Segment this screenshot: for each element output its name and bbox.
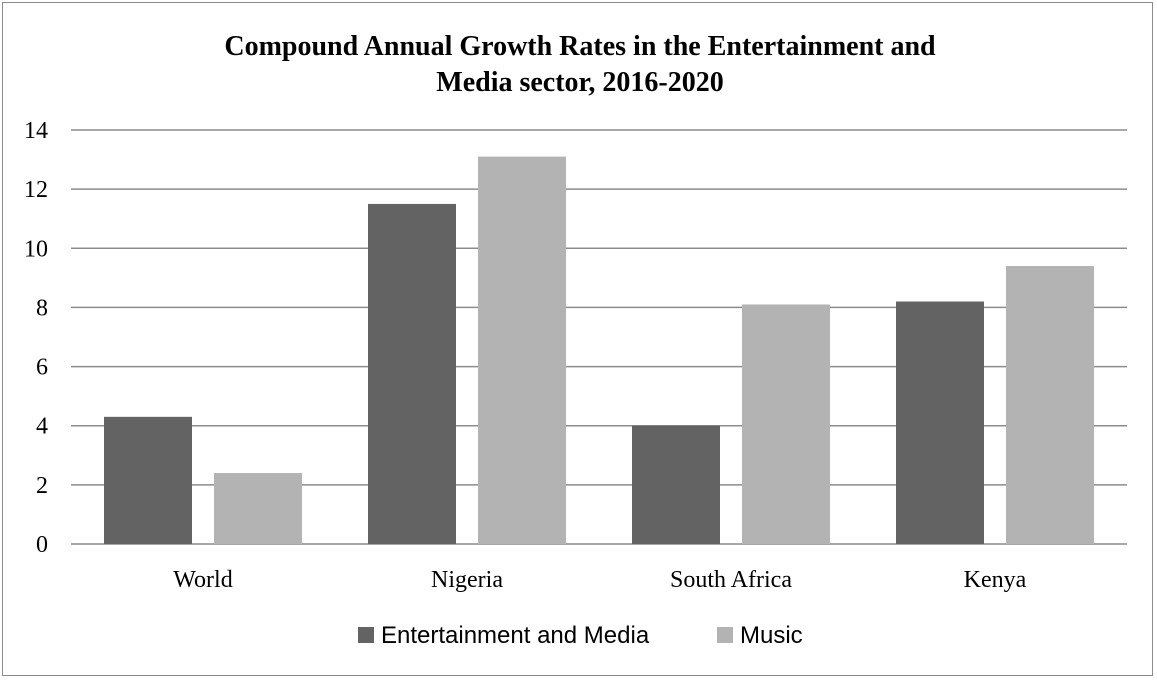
category-label: South Africa: [670, 567, 792, 593]
legend-label: Music: [740, 622, 803, 649]
y-tick-label: 4: [36, 414, 48, 440]
legend-label: Entertainment and Media: [381, 622, 650, 649]
bar-entertainment-and-media: [104, 416, 192, 544]
legend: Entertainment and Media Music: [358, 622, 803, 649]
bar-entertainment-and-media: [368, 203, 456, 544]
chart-title-line-2: Media sector, 2016-2020: [436, 67, 723, 98]
y-tick-label: 10: [24, 236, 48, 262]
bar-music: [742, 304, 830, 544]
bar-entertainment-and-media: [896, 301, 984, 544]
y-tick-label: 14: [24, 118, 48, 144]
y-tick-label: 8: [36, 295, 48, 321]
bar-music: [214, 473, 302, 544]
y-tick-label: 12: [24, 177, 48, 203]
bar-chart: Compound Annual Growth Rates in the Ente…: [24, 31, 1127, 649]
bar-music: [1006, 266, 1094, 544]
category-label: World: [173, 567, 232, 593]
chart-title-line-1: Compound Annual Growth Rates in the Ente…: [224, 31, 936, 62]
y-tick-label: 2: [36, 473, 48, 499]
legend-swatch: [358, 627, 374, 643]
category-label: Nigeria: [431, 567, 503, 593]
bars: [104, 156, 1094, 544]
x-axis-labels: World Nigeria South Africa Kenya: [173, 567, 1026, 593]
y-axis-ticks: 0 2 4 6 8 10 12 14: [24, 118, 48, 558]
bar-music: [478, 156, 566, 544]
category-label: Kenya: [964, 567, 1027, 593]
y-tick-label: 6: [36, 355, 48, 381]
y-tick-label: 0: [36, 532, 48, 558]
bar-entertainment-and-media: [632, 425, 720, 544]
legend-swatch: [717, 627, 733, 643]
